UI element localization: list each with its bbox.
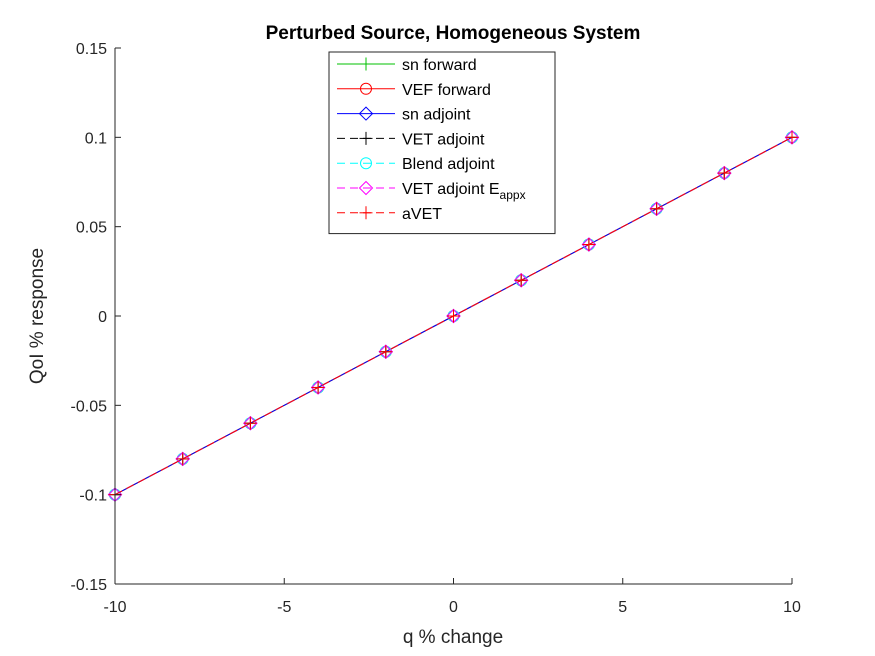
axes: -10 -5 0 5 10 -0.15 -0.1 -0.05 0 0.05 0.1 0.15 <box>71 41 801 616</box>
diamond-marker <box>358 106 374 121</box>
series-layer <box>107 130 800 502</box>
legend-label: VEF forward <box>402 82 491 99</box>
legend-item: Blend adjoint <box>337 156 495 173</box>
y-tick-label: -0.1 <box>79 488 107 505</box>
plus-marker <box>359 206 373 220</box>
chart-title: Perturbed Source, Homogeneous System <box>266 23 641 44</box>
legend: sn forward VEF forward sn adjoint VET adjoi… <box>328 51 556 235</box>
circle-marker <box>360 82 372 95</box>
data-point <box>514 273 528 287</box>
data-point <box>717 166 731 180</box>
legend-label: aVET <box>402 206 442 223</box>
y-axis-label: QoI % response <box>27 248 48 384</box>
diamond-marker <box>358 180 374 196</box>
x-axis-label: q % change <box>403 627 503 648</box>
legend-label: VET adjoint Eappx <box>402 181 526 202</box>
y-tick-label: 0.05 <box>76 220 107 237</box>
data-point <box>582 238 596 252</box>
y-tick-label: 0.1 <box>85 130 107 147</box>
legend-label: VET adjoint <box>402 131 485 148</box>
legend-label: sn adjoint <box>402 107 471 124</box>
legend-label-subscript: appx <box>500 188 526 202</box>
x-tick-label: 10 <box>783 599 801 616</box>
legend-item: sn adjoint <box>337 106 471 124</box>
data-point <box>447 309 460 323</box>
data-point <box>176 452 190 466</box>
y-tick-label: -0.05 <box>71 398 108 415</box>
y-tick-label: 0.15 <box>76 41 107 58</box>
legend-box <box>328 51 556 235</box>
plus-marker <box>359 131 373 145</box>
circle-marker <box>360 157 372 170</box>
data-point <box>379 345 393 359</box>
legend-label: sn forward <box>402 57 477 74</box>
x-tick-label: 5 <box>618 599 627 616</box>
legend-item: VET adjoint Eappx <box>337 180 526 202</box>
x-tick-label: -5 <box>277 599 291 616</box>
x-tick-label: 0 <box>449 599 458 616</box>
y-tick-label: 0 <box>98 309 107 326</box>
x-tick-label: -10 <box>103 599 126 616</box>
data-point <box>243 416 257 430</box>
legend-item: VEF forward <box>337 82 491 99</box>
data-point <box>785 130 799 144</box>
data-point <box>650 202 664 216</box>
y-tick-label: -0.15 <box>71 577 108 594</box>
data-point <box>311 380 325 394</box>
legend-label: Blend adjoint <box>402 156 495 173</box>
legend-item: VET adjoint <box>337 131 485 148</box>
plus-marker <box>359 57 373 71</box>
legend-item: sn forward <box>337 57 477 74</box>
legend-item: aVET <box>337 206 442 223</box>
